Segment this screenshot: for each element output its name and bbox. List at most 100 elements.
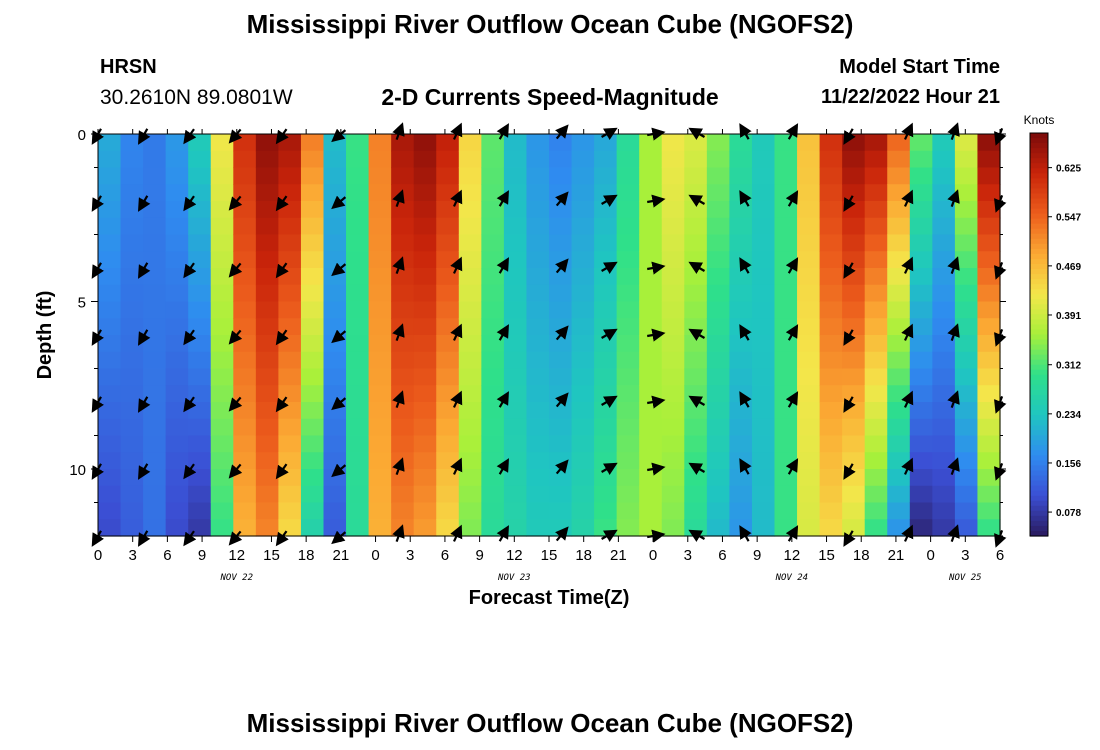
heatmap-cell xyxy=(887,150,911,169)
heatmap-cell xyxy=(98,217,122,236)
heatmap-cell xyxy=(300,435,325,453)
heatmap-cell xyxy=(188,217,212,236)
current-arrow xyxy=(450,390,463,408)
heatmap-cell xyxy=(842,452,866,470)
colorbar-segment xyxy=(1030,405,1048,411)
heatmap-cell xyxy=(661,402,685,420)
heatmap-cell xyxy=(616,469,640,487)
colorbar-segment xyxy=(1030,349,1048,356)
heatmap-cell xyxy=(233,502,257,520)
heatmap-cell xyxy=(98,402,122,420)
heatmap-cell xyxy=(526,150,550,169)
heatmap-cell xyxy=(932,385,956,403)
heatmap-cell xyxy=(346,485,370,504)
heatmap-cell xyxy=(255,268,279,286)
heatmap-cell xyxy=(346,502,370,520)
colorbar-segment xyxy=(1030,158,1048,164)
heatmap-cell xyxy=(481,469,505,487)
heatmap-cell xyxy=(210,335,234,353)
heatmap-cell xyxy=(481,217,505,236)
current-arrow xyxy=(843,128,856,145)
heatmap-cell xyxy=(255,469,279,487)
heatmap-cell xyxy=(210,284,234,303)
heatmap-cell xyxy=(458,251,482,269)
x-tick-label: 6 xyxy=(996,547,1004,564)
heatmap-cell xyxy=(864,201,888,219)
heatmap-cell xyxy=(729,385,753,403)
heatmap-cell xyxy=(887,502,911,520)
heatmap-cell xyxy=(233,167,257,185)
heatmap-cell xyxy=(255,184,279,202)
x-tick-label: 15 xyxy=(263,547,280,564)
heatmap-cell xyxy=(98,167,122,185)
heatmap-cell xyxy=(932,335,956,353)
current-arrow xyxy=(601,462,618,476)
heatmap-cell xyxy=(977,502,1001,520)
colorbar-segment xyxy=(1030,500,1048,507)
heatmap-cell xyxy=(729,217,753,236)
heatmap-cell xyxy=(481,335,505,353)
heatmap-cell xyxy=(571,150,595,169)
heatmap-cell xyxy=(436,385,460,403)
heatmap-cell xyxy=(887,485,911,504)
heatmap-cell xyxy=(368,201,392,219)
heatmap-cell xyxy=(413,469,437,487)
current-arrow xyxy=(392,457,405,475)
heatmap-cell xyxy=(932,502,956,520)
heatmap-cell xyxy=(661,519,685,537)
colorbar-tick-label: 0.312 xyxy=(1056,361,1081,372)
heatmap-cell xyxy=(751,368,776,386)
current-arrow xyxy=(228,463,243,479)
heatmap-cell xyxy=(391,150,415,169)
heatmap-cell xyxy=(503,268,528,286)
heatmap-cell xyxy=(120,301,144,319)
heatmap-cell xyxy=(210,134,234,152)
colorbar-segment xyxy=(1030,284,1048,290)
heatmap-cell xyxy=(954,402,979,420)
heatmap-cell xyxy=(413,368,437,386)
heatmap-cell xyxy=(954,184,979,202)
colorbar-segment xyxy=(1030,470,1048,477)
heatmap-cell xyxy=(458,402,482,420)
current-arrow xyxy=(739,458,752,475)
heatmap-cell xyxy=(887,385,911,403)
heatmap-cell xyxy=(616,402,640,420)
current-arrow xyxy=(555,191,569,207)
heatmap-cell xyxy=(391,167,415,185)
heatmap-cell xyxy=(751,150,776,169)
heatmap-cell xyxy=(594,318,618,336)
heatmap-cell xyxy=(346,284,370,303)
footer-title: Mississippi River Outflow Ocean Cube (NG… xyxy=(246,708,854,738)
heatmap-cell xyxy=(864,402,888,420)
heatmap-cell xyxy=(481,519,505,537)
heatmap-cell xyxy=(300,201,325,219)
heatmap-cell xyxy=(616,519,640,537)
heatmap-cell xyxy=(661,201,685,219)
heatmap-cell xyxy=(977,318,1001,336)
current-arrow xyxy=(688,462,706,476)
heatmap-cell xyxy=(368,335,392,353)
colorbar-segment xyxy=(1030,299,1048,305)
heatmap-cell xyxy=(797,452,821,470)
heatmap-cell xyxy=(909,167,933,185)
heatmap-cell xyxy=(98,519,122,537)
heatmap-cell xyxy=(255,485,279,504)
heatmap-cell xyxy=(458,284,482,303)
heatmap-cell xyxy=(774,351,798,370)
current-arrow xyxy=(138,530,151,547)
current-arrow xyxy=(450,122,463,140)
heatmap-cell xyxy=(706,402,730,420)
current-arrow xyxy=(947,457,960,475)
heatmap-cell xyxy=(977,402,1001,420)
heatmap-cell xyxy=(255,452,279,470)
heatmap-cell xyxy=(774,167,798,185)
heatmap-cell xyxy=(549,335,573,353)
heatmap-cell xyxy=(842,469,866,487)
current-arrow xyxy=(555,526,569,542)
heatmap-cell xyxy=(120,184,144,202)
heatmap-cell xyxy=(165,519,189,537)
heatmap-cell xyxy=(977,485,1001,504)
heatmap-cell xyxy=(98,452,122,470)
heatmap-cell xyxy=(481,485,505,504)
heatmap-cell xyxy=(255,402,279,420)
